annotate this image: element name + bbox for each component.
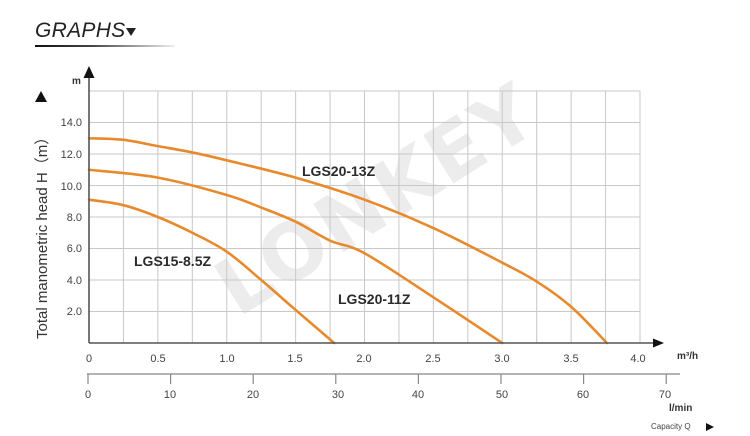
curves <box>87 136 609 345</box>
x2-tick: 30 <box>332 389 344 401</box>
curve-lgs15-8-5z <box>87 198 336 345</box>
x-tick: 2.0 <box>356 353 371 365</box>
x2-tick: 70 <box>659 389 671 401</box>
x2-tick: 20 <box>247 389 259 401</box>
x2-tick: 40 <box>412 389 424 401</box>
curve-lgs20-13z <box>87 136 609 345</box>
x-unit: m³/h <box>677 351 698 362</box>
y-tick: 14.0 <box>61 117 82 129</box>
caret-down-icon[interactable] <box>126 28 136 36</box>
y-tick-labels: 14.0 12.0 10.0 8.0 6.0 4.0 2.0 <box>61 117 82 318</box>
y-axis-arrow-icon <box>83 66 95 78</box>
x2-tick: 60 <box>577 389 589 401</box>
y-label-arrow-icon <box>35 91 47 102</box>
curve-label-lgs20-13z: LGS20-13Z <box>302 163 376 179</box>
x-tick: 4.0 <box>630 353 645 365</box>
y-tick: 6.0 <box>67 243 82 255</box>
y-axis-label: Total manometric head H（m） <box>34 130 51 339</box>
grid <box>89 90 641 343</box>
curve-label-lgs15-8-5z: LGS15-8.5Z <box>134 253 211 269</box>
x2-tick-labels: 0 10 20 30 40 50 60 70 <box>85 389 671 401</box>
x-tick: 1.5 <box>287 353 302 365</box>
section-title: GRAPHS <box>35 19 126 42</box>
curve-label-lgs20-11z: LGS20-11Z <box>338 291 411 307</box>
title-underline <box>35 45 175 47</box>
y-tick: 10.0 <box>61 181 82 193</box>
x2-unit: l/min <box>669 403 692 414</box>
x-tick: 2.5 <box>425 353 440 365</box>
x-tick-labels: 0 0.5 1.0 1.5 2.0 2.5 3.0 3.5 4.0 <box>86 353 646 365</box>
y-tick: 4.0 <box>67 275 82 287</box>
y-unit: m <box>72 76 81 87</box>
x-tick: 1.0 <box>219 353 234 365</box>
x-axis-arrow-icon <box>653 338 664 348</box>
x-tick: 0.5 <box>150 353 165 365</box>
capacity-label: Capacity Q <box>651 422 691 431</box>
y-tick: 8.0 <box>67 212 82 224</box>
x2-tick-marks <box>87 374 667 384</box>
y-tick: 2.0 <box>67 306 82 318</box>
capacity-arrow-icon <box>706 423 714 431</box>
x2-tick: 10 <box>164 389 176 401</box>
x-tick: 3.5 <box>563 353 578 365</box>
x-tick: 3.0 <box>494 353 509 365</box>
x-tick: 0 <box>86 353 92 365</box>
y-tick: 12.0 <box>61 149 82 161</box>
x2-tick: 0 <box>85 389 91 401</box>
x2-tick: 50 <box>496 389 508 401</box>
curve-lgs20-11z <box>87 168 504 345</box>
